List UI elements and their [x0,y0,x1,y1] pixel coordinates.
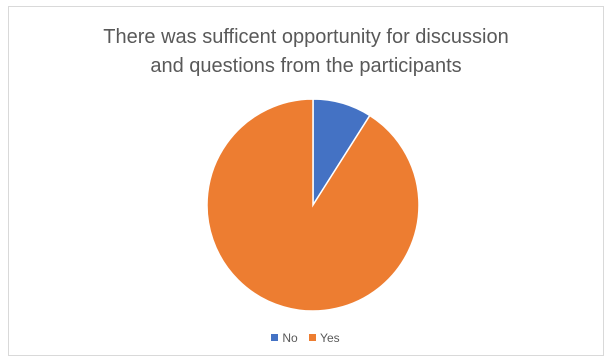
legend-item-yes: Yes [309,331,340,345]
legend-swatch-no [271,334,279,341]
pie-slice-yes [206,98,420,312]
legend-swatch-yes [309,334,317,341]
chart-title-line-2: and questions from the participants [150,55,462,77]
legend-item-no: No [271,330,298,345]
legend-label-yes: Yes [320,330,340,345]
chart-title: There was sufficent opportunity for disc… [9,23,603,81]
legend: No Yes [0,330,611,345]
chart-title-line-1: There was sufficent opportunity for disc… [103,26,509,48]
legend-label-no: No [282,330,298,345]
